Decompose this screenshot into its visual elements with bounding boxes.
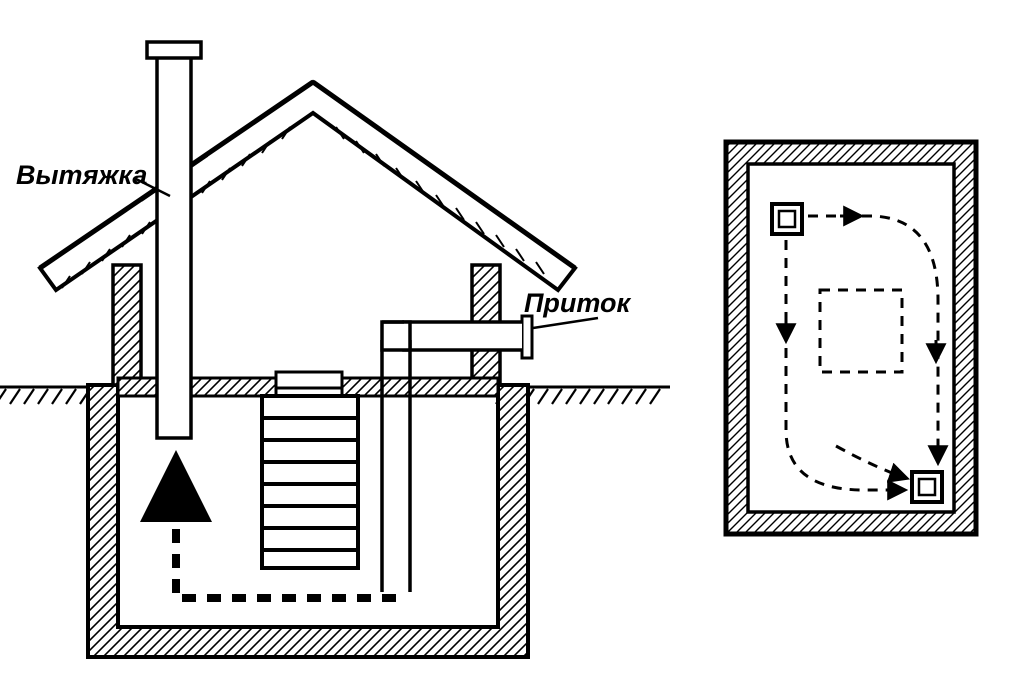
plan-view — [726, 142, 976, 534]
intake-label: Приток — [524, 288, 632, 318]
ladder — [262, 396, 358, 568]
callout-exhaust: Вытяжка — [16, 160, 170, 196]
callout-intake: Приток — [524, 288, 632, 328]
wall-upper-left — [113, 265, 141, 385]
section-view: Вытяжка Приток — [0, 42, 670, 657]
plan-exhaust-vent — [772, 204, 802, 234]
ceiling-left — [118, 378, 276, 396]
hatch-opening — [276, 372, 342, 388]
exhaust-label: Вытяжка — [16, 160, 147, 190]
plan-intake-vent — [912, 472, 942, 502]
ventilation-diagram: Вытяжка Приток — [0, 0, 1024, 696]
ceiling-right — [342, 378, 498, 396]
